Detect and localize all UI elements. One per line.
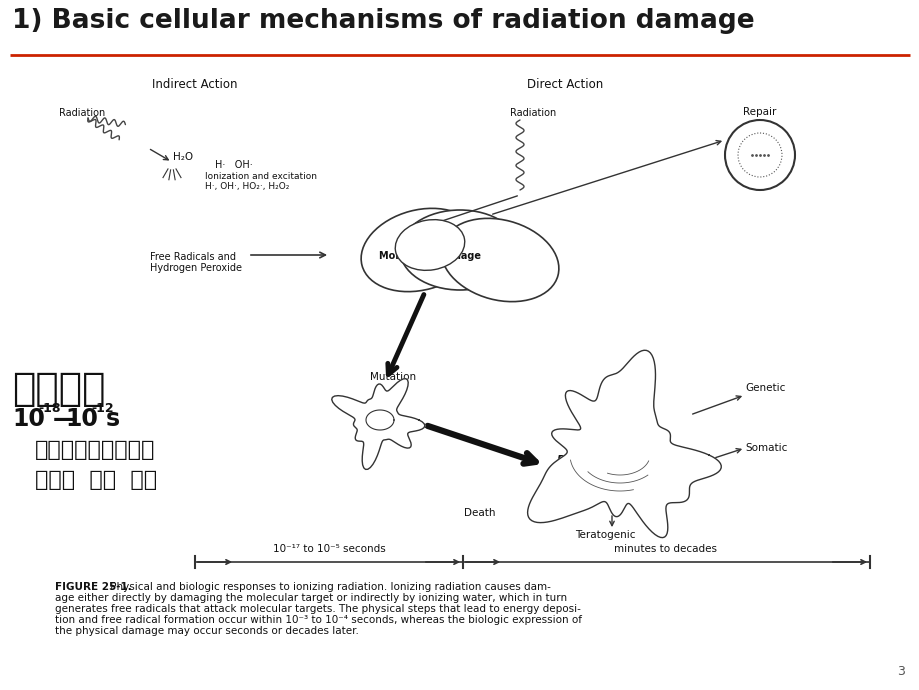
Text: 3: 3 [896,665,904,678]
Text: FIGURE 25-1.: FIGURE 25-1. [55,582,131,592]
Text: Somatic: Somatic [744,443,787,453]
Text: Free Radicals and: Free Radicals and [150,252,236,262]
Text: 1) Basic cellular mechanisms of radiation damage: 1) Basic cellular mechanisms of radiatio… [12,8,754,34]
Ellipse shape [400,210,519,290]
Text: Repair: Repair [743,107,776,117]
Text: -12: -12 [91,402,114,415]
Text: Direct Action: Direct Action [527,78,603,91]
Text: 量释放  激发  电离: 量释放 激发 电离 [35,470,157,490]
Text: Physical and biologic responses to ionizing radiation. Ionizing radiation causes: Physical and biologic responses to ioniz… [107,582,550,592]
Text: Death: Death [464,508,495,518]
Text: the physical damage may occur seconds or decades later.: the physical damage may occur seconds or… [55,626,358,636]
Text: Teratogenic: Teratogenic [574,530,634,540]
Text: minutes to decades: minutes to decades [614,544,717,554]
Polygon shape [527,351,720,538]
Polygon shape [366,410,393,430]
Text: tion and free radical formation occur within 10⁻³ to 10⁻⁴ seconds, whereas the b: tion and free radical formation occur wi… [55,615,582,625]
Text: H·   OH·: H· OH· [215,160,253,170]
Text: Radiation: Radiation [509,108,556,118]
Text: Biological Response: Biological Response [557,455,682,465]
Ellipse shape [440,218,558,302]
Text: Mutation: Mutation [369,372,415,382]
Text: 10: 10 [65,407,97,431]
Ellipse shape [361,208,479,292]
Text: 射线照射路径上的能: 射线照射路径上的能 [35,440,155,460]
Ellipse shape [395,219,464,270]
Text: H·, OH·, HO₂·, H₂O₂: H·, OH·, HO₂·, H₂O₂ [205,182,289,191]
Circle shape [737,133,781,177]
Circle shape [724,120,794,190]
Text: Hydrogen Peroxide: Hydrogen Peroxide [150,263,242,273]
Text: Radiation: Radiation [59,108,105,118]
Text: s: s [106,407,120,431]
Text: Ionization and excitation: Ionization and excitation [205,172,317,181]
Polygon shape [332,379,425,469]
Text: -18: -18 [38,402,61,415]
Text: Genetic: Genetic [744,383,785,393]
Text: Indirect Action: Indirect Action [152,78,237,91]
Text: DNA: DNA [420,237,439,246]
Text: 10: 10 [12,407,45,431]
Text: generates free radicals that attack molecular targets. The physical steps that l: generates free radicals that attack mole… [55,604,580,614]
Text: Molecular Damage: Molecular Damage [379,251,481,261]
Text: 物理阶段: 物理阶段 [12,370,106,408]
Text: 10⁻¹⁷ to 10⁻⁵ seconds: 10⁻¹⁷ to 10⁻⁵ seconds [272,544,385,554]
Text: age either directly by damaging the molecular target or indirectly by ionizing w: age either directly by damaging the mole… [55,593,566,603]
Text: —: — [53,407,76,431]
Text: H₂O: H₂O [173,152,193,162]
